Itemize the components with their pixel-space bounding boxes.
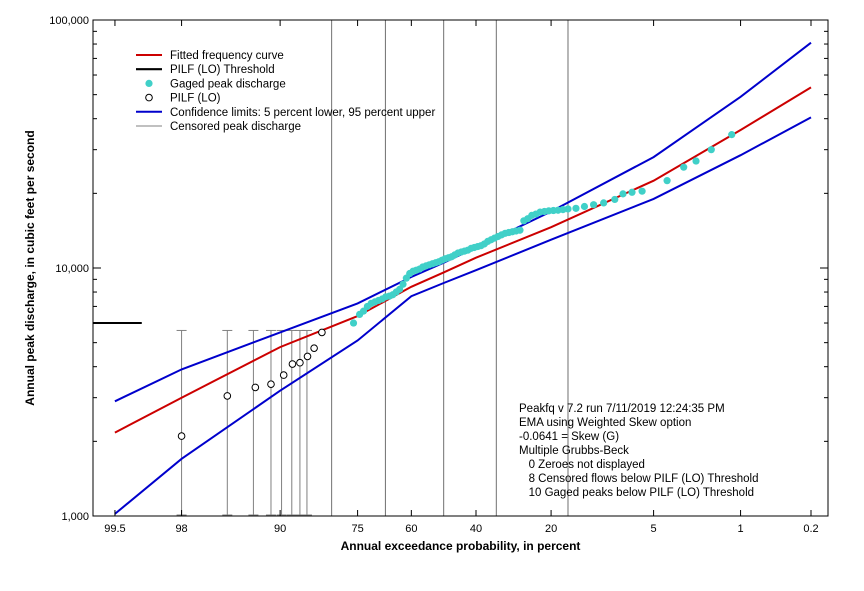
pilf-point bbox=[267, 380, 275, 388]
y-tick-label: 10,000 bbox=[55, 263, 89, 275]
annotation-line: Multiple Grubbs-Beck bbox=[519, 445, 629, 457]
x-tick-label: 40 bbox=[470, 523, 482, 535]
gaged-peak-point bbox=[349, 319, 358, 327]
annotation-line: 8 Censored flows below PILF (LO) Thresho… bbox=[519, 473, 758, 485]
axis-ticks: 1,000 10,000 100,000 99.5 98 90 75 60 40 20 5 1 0.2 bbox=[49, 15, 828, 535]
pilf-point bbox=[251, 383, 260, 392]
legend-label: PILF (LO) Threshold bbox=[170, 64, 275, 76]
gaged-peak-point bbox=[619, 190, 627, 198]
pilf-point bbox=[310, 344, 318, 352]
y-tick-label: 100,000 bbox=[49, 15, 89, 27]
gaged-peak-point bbox=[680, 163, 688, 171]
x-tick-label: 60 bbox=[405, 523, 417, 535]
x-tick-label: 5 bbox=[651, 523, 657, 535]
pilf-point bbox=[279, 371, 288, 379]
legend-label: Fitted frequency curve bbox=[170, 50, 284, 62]
legend-swatch bbox=[145, 93, 153, 102]
gaged-peak-point bbox=[611, 195, 619, 204]
gaged-peak-point bbox=[663, 177, 671, 185]
gaged-peak-point bbox=[728, 131, 736, 139]
x-tick-label: 90 bbox=[274, 523, 286, 535]
run-annotation: Peakfq v 7.2 run 7/11/2019 12:24:35 PM EM… bbox=[519, 403, 758, 499]
gaged-peak-point bbox=[628, 188, 636, 196]
y-axis-label: Annual peak discharge, in cubic feet per… bbox=[23, 130, 37, 405]
fitted-frequency-curve bbox=[114, 86, 812, 434]
x-tick-label: 99.5 bbox=[104, 523, 125, 535]
x-axis-label: Annual exceedance probability, in percen… bbox=[341, 539, 581, 553]
pilf-point bbox=[288, 360, 297, 368]
x-tick-label: 1 bbox=[738, 523, 744, 535]
annotation-line: 0 Zeroes not displayed bbox=[519, 459, 645, 471]
annotation-line: -0.0641 = Skew (G) bbox=[519, 431, 619, 443]
legend-label: PILF (LO) bbox=[170, 93, 221, 105]
annotation-line: Peakfq v 7.2 run 7/11/2019 12:24:35 PM bbox=[519, 403, 725, 415]
annotation-line: 10 Gaged peaks below PILF (LO) Threshold bbox=[519, 487, 754, 499]
gaged-peak-point bbox=[572, 204, 580, 212]
gaged-peak-point bbox=[399, 280, 407, 288]
x-tick-label: 20 bbox=[545, 523, 557, 535]
legend: Fitted frequency curve PILF (LO) Threshol… bbox=[136, 50, 435, 133]
legend-label: Confidence limits: 5 percent lower, 95 p… bbox=[170, 107, 435, 119]
x-tick-label: 75 bbox=[351, 523, 363, 535]
y-tick-label: 1,000 bbox=[61, 511, 89, 523]
lower-confidence-limit bbox=[114, 116, 812, 515]
gaged-peak-point bbox=[692, 157, 700, 165]
gaged-peak-point bbox=[707, 146, 715, 154]
pilf-point bbox=[318, 328, 326, 337]
gaged-peak-point bbox=[564, 205, 572, 213]
gaged-peak-point bbox=[516, 226, 524, 234]
pilf-point bbox=[296, 358, 304, 367]
annotation-line: EMA using Weighted Skew option bbox=[519, 417, 691, 429]
gaged-peak-point bbox=[638, 187, 646, 195]
gaged-peak-point bbox=[600, 199, 608, 207]
pilf-point bbox=[303, 352, 312, 361]
gaged-peak-point bbox=[396, 285, 404, 293]
legend-label: Gaged peak discharge bbox=[170, 78, 286, 90]
legend-swatch bbox=[145, 79, 153, 87]
pilf-point bbox=[223, 392, 232, 400]
legend-label: Censored peak discharge bbox=[170, 121, 301, 133]
x-tick-label: 98 bbox=[175, 523, 187, 535]
gaged-peak-point bbox=[590, 201, 598, 209]
censored-peaks bbox=[176, 20, 569, 516]
data-points bbox=[177, 131, 736, 440]
gaged-peak-point bbox=[580, 202, 589, 211]
pilf-point bbox=[177, 432, 186, 440]
x-tick-label: 0.2 bbox=[803, 523, 818, 535]
